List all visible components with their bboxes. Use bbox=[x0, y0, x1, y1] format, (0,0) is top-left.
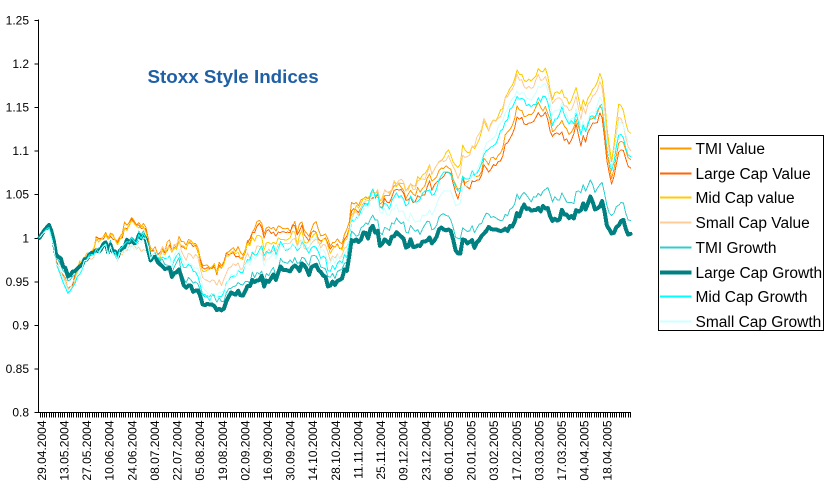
svg-text:Large Cap Growth: Large Cap Growth bbox=[696, 265, 823, 282]
svg-text:0.8: 0.8 bbox=[12, 406, 29, 420]
svg-text:14.10.2004: 14.10.2004 bbox=[306, 420, 320, 480]
svg-text:25.11.2004: 25.11.2004 bbox=[374, 420, 388, 479]
svg-text:0.9: 0.9 bbox=[12, 318, 29, 332]
svg-text:Stoxx Style Indices: Stoxx Style Indices bbox=[148, 66, 319, 87]
svg-text:Small Cap Growth: Small Cap Growth bbox=[696, 314, 822, 331]
svg-text:05.08.2004: 05.08.2004 bbox=[193, 420, 207, 480]
svg-text:TMI Value: TMI Value bbox=[696, 141, 766, 158]
svg-text:22.07.2004: 22.07.2004 bbox=[171, 420, 185, 480]
svg-text:11.11.2004: 11.11.2004 bbox=[352, 420, 366, 479]
svg-text:03.02.2005: 03.02.2005 bbox=[487, 420, 501, 480]
svg-text:28.10.2004: 28.10.2004 bbox=[329, 420, 343, 480]
svg-text:23.12.2004: 23.12.2004 bbox=[419, 420, 433, 480]
svg-text:1.2: 1.2 bbox=[12, 57, 29, 71]
svg-text:1: 1 bbox=[22, 231, 29, 245]
svg-text:19.08.2004: 19.08.2004 bbox=[216, 420, 230, 480]
svg-text:18.04.2005: 18.04.2005 bbox=[600, 420, 614, 480]
svg-text:10.06.2004: 10.06.2004 bbox=[103, 420, 117, 480]
svg-text:29.04.2004: 29.04.2004 bbox=[35, 420, 49, 480]
svg-text:0.95: 0.95 bbox=[6, 275, 30, 289]
svg-text:1.1: 1.1 bbox=[12, 144, 29, 158]
svg-text:Small Cap Value: Small Cap Value bbox=[696, 215, 810, 232]
svg-text:20.01.2005: 20.01.2005 bbox=[465, 420, 479, 480]
svg-text:03.03.2005: 03.03.2005 bbox=[532, 420, 546, 480]
svg-text:1.15: 1.15 bbox=[6, 101, 30, 115]
svg-text:16.09.2004: 16.09.2004 bbox=[261, 420, 275, 480]
svg-text:0.85: 0.85 bbox=[6, 362, 30, 376]
svg-text:Mid Cap Growth: Mid Cap Growth bbox=[696, 289, 808, 306]
svg-text:24.06.2004: 24.06.2004 bbox=[125, 420, 139, 480]
svg-text:13.05.2004: 13.05.2004 bbox=[57, 420, 71, 480]
svg-text:1.05: 1.05 bbox=[6, 188, 30, 202]
svg-text:06.01.2005: 06.01.2005 bbox=[442, 420, 456, 480]
svg-text:TMI Growth: TMI Growth bbox=[696, 240, 777, 257]
svg-text:1.25: 1.25 bbox=[6, 14, 30, 28]
svg-text:Large Cap Value: Large Cap Value bbox=[696, 166, 811, 183]
svg-text:09.12.2004: 09.12.2004 bbox=[397, 420, 411, 480]
svg-text:04.04.2005: 04.04.2005 bbox=[578, 420, 592, 480]
svg-text:02.09.2004: 02.09.2004 bbox=[238, 420, 252, 480]
svg-text:08.07.2004: 08.07.2004 bbox=[148, 420, 162, 480]
svg-text:17.03.2005: 17.03.2005 bbox=[555, 420, 569, 480]
svg-text:Mid Cap value: Mid Cap value bbox=[696, 190, 795, 207]
svg-text:30.09.2004: 30.09.2004 bbox=[284, 420, 298, 480]
svg-text:27.05.2004: 27.05.2004 bbox=[80, 420, 94, 480]
svg-text:17.02.2005: 17.02.2005 bbox=[510, 420, 524, 480]
